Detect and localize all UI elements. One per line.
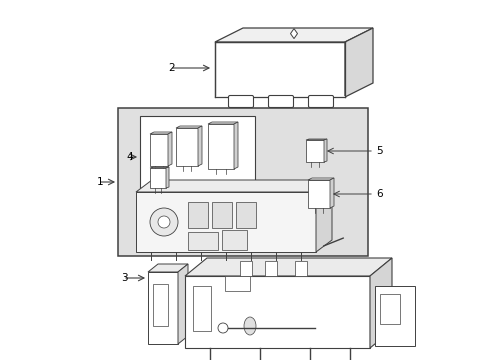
FancyBboxPatch shape (268, 95, 293, 108)
Circle shape (158, 216, 170, 228)
Polygon shape (136, 192, 315, 252)
Polygon shape (178, 264, 187, 344)
Bar (153, 284, 168, 326)
Polygon shape (240, 261, 251, 276)
Polygon shape (374, 286, 414, 346)
Circle shape (150, 208, 178, 236)
Polygon shape (207, 122, 238, 124)
Bar (187, 232, 218, 250)
FancyBboxPatch shape (308, 95, 333, 108)
Polygon shape (305, 139, 326, 140)
Bar (193, 286, 210, 331)
Polygon shape (345, 28, 372, 97)
Bar (222, 230, 246, 250)
Bar (140, 116, 254, 188)
Polygon shape (184, 276, 369, 348)
Polygon shape (168, 132, 172, 166)
Polygon shape (234, 122, 238, 169)
Text: 6: 6 (375, 189, 382, 199)
Polygon shape (148, 272, 178, 344)
Polygon shape (307, 180, 329, 208)
Bar (187, 202, 207, 228)
Polygon shape (176, 128, 198, 166)
Polygon shape (184, 258, 391, 276)
Polygon shape (324, 139, 326, 162)
Polygon shape (150, 168, 165, 188)
Text: 5: 5 (375, 146, 382, 156)
Polygon shape (165, 167, 169, 188)
Polygon shape (315, 180, 331, 252)
Polygon shape (207, 124, 234, 169)
Polygon shape (329, 178, 333, 208)
Polygon shape (150, 132, 172, 134)
Text: 2: 2 (168, 63, 175, 73)
Polygon shape (150, 167, 169, 168)
Polygon shape (136, 180, 331, 192)
Bar (236, 202, 256, 228)
Text: 4: 4 (126, 152, 133, 162)
Polygon shape (148, 264, 187, 272)
Bar (379, 294, 399, 324)
Polygon shape (264, 261, 276, 276)
Polygon shape (369, 258, 391, 348)
Text: 3: 3 (121, 273, 128, 283)
Polygon shape (215, 28, 372, 42)
Polygon shape (215, 42, 345, 97)
Polygon shape (198, 126, 202, 166)
Polygon shape (150, 134, 168, 166)
Bar (215, 96, 345, 100)
Text: 1: 1 (96, 177, 103, 187)
Bar (224, 276, 249, 291)
FancyBboxPatch shape (228, 95, 253, 108)
Polygon shape (176, 126, 202, 128)
Polygon shape (294, 261, 306, 276)
Bar (212, 202, 231, 228)
Ellipse shape (244, 317, 256, 335)
Polygon shape (290, 28, 297, 39)
Polygon shape (305, 140, 324, 162)
Circle shape (218, 323, 227, 333)
Polygon shape (307, 178, 333, 180)
Bar (118, 108, 367, 256)
